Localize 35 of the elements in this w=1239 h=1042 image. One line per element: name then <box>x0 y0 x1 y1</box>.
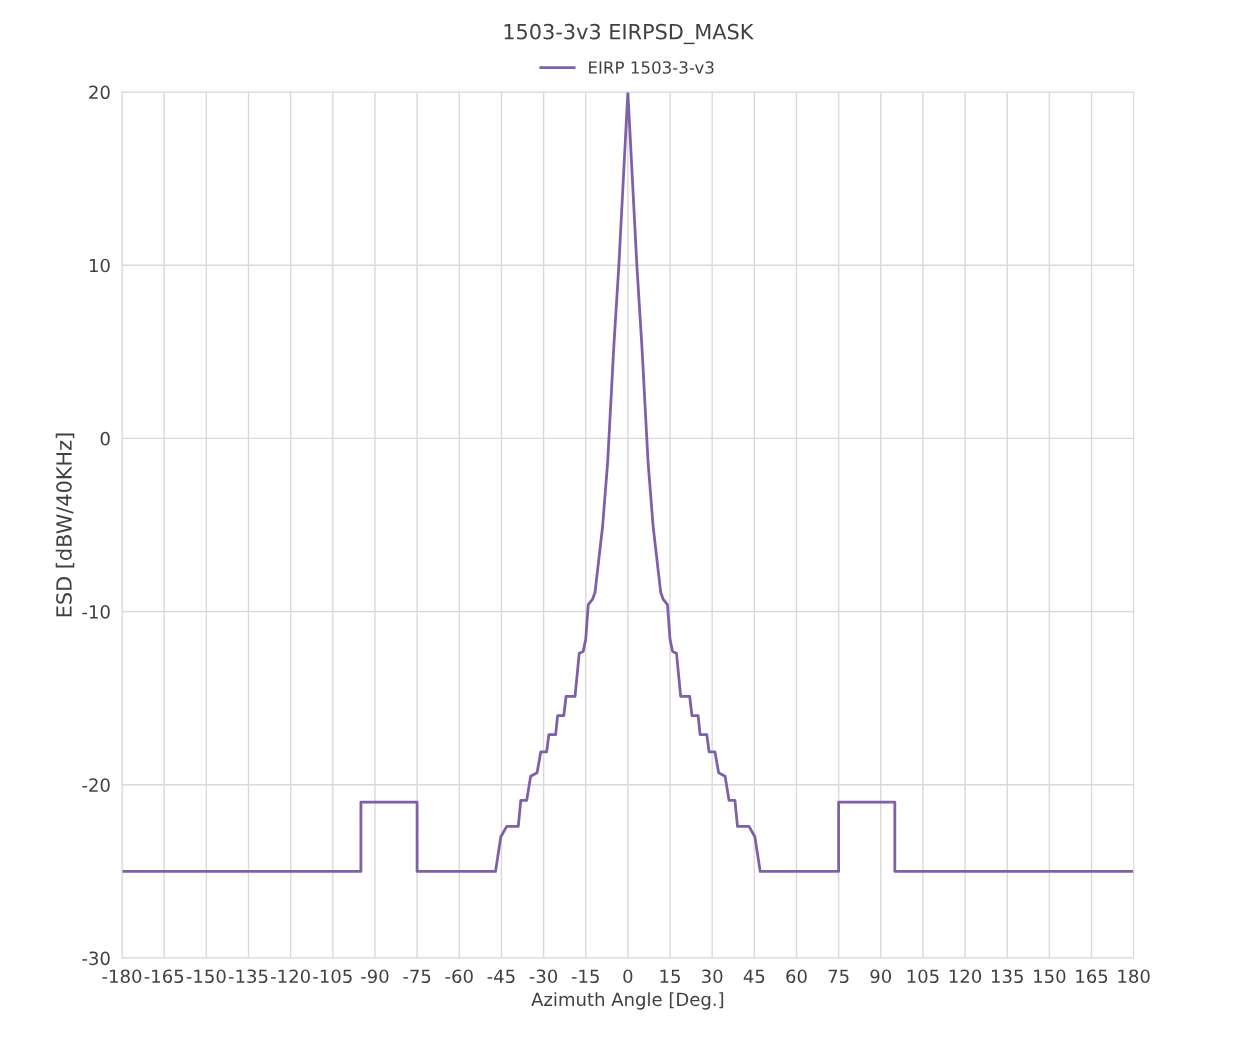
y-tick-label: 0 <box>100 431 110 446</box>
x-tick-label: -150 <box>186 969 226 984</box>
x-tick-label: -90 <box>361 969 389 984</box>
x-tick-label: 60 <box>786 969 807 984</box>
x-tick-label: 90 <box>870 969 892 984</box>
x-tick-label: 120 <box>949 969 982 984</box>
y-tick-label: 20 <box>89 85 110 100</box>
y-tick-label: -10 <box>82 605 110 619</box>
x-tick-label: 180 <box>1118 969 1150 984</box>
x-tick-label: 15 <box>660 969 680 984</box>
x-tick-label: -165 <box>144 969 184 984</box>
x-tick-label: 150 <box>1034 969 1066 984</box>
x-tick-label: -180 <box>102 969 142 984</box>
y-axis-title: ESD [dBW/40KHz] <box>55 433 75 617</box>
chart-title: 1503-3v3 EIRPSD_MASK <box>504 23 754 45</box>
x-tick-label: -60 <box>445 969 473 984</box>
x-tick-label: 30 <box>702 969 723 984</box>
x-tick-label: -120 <box>271 969 310 984</box>
x-tick-label: 105 <box>907 969 939 984</box>
y-tick-label: 10 <box>89 258 110 273</box>
x-tick-label: 75 <box>828 969 849 984</box>
x-tick-label: -105 <box>313 969 352 984</box>
y-tick-label: -20 <box>82 778 110 792</box>
x-tick-label: 135 <box>991 969 1023 984</box>
x-tick-label: -75 <box>403 969 431 984</box>
x-axis-title: Azimuth Angle [Deg.] <box>531 992 724 1010</box>
legend-label: EIRP 1503-3-v3 <box>589 61 714 74</box>
x-tick-label: -135 <box>228 969 268 984</box>
x-tick-label: 0 <box>623 969 633 984</box>
x-tick-label: 165 <box>1076 969 1108 984</box>
x-tick-label: -15 <box>571 969 599 984</box>
x-tick-label: 45 <box>743 969 765 984</box>
x-tick-label: -30 <box>529 969 558 984</box>
x-tick-label: -45 <box>487 969 515 984</box>
y-tick-label: -30 <box>82 951 110 966</box>
